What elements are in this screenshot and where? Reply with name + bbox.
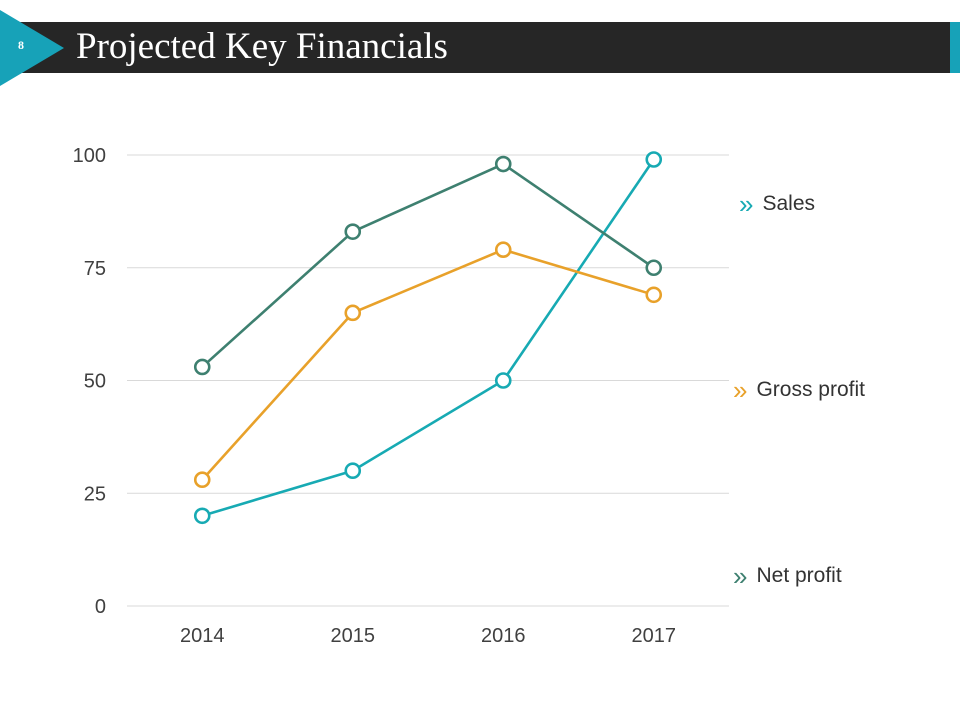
data-point-gross-profit — [494, 241, 512, 259]
page-number: 8 — [18, 38, 24, 52]
data-point-sales — [344, 462, 362, 480]
series-net-profit — [193, 155, 663, 376]
data-point-gross-profit — [645, 286, 663, 304]
x-tick-label: 2015 — [331, 625, 376, 647]
x-tick-label: 2014 — [180, 625, 225, 647]
data-point-net-profit — [193, 358, 211, 376]
legend-item-gross-profit: » Gross profit — [733, 375, 865, 405]
chevron-icon: » — [733, 375, 748, 405]
series-gross-profit — [193, 241, 663, 489]
data-point-sales — [193, 507, 211, 525]
series-sales — [193, 151, 663, 525]
series-line-net-profit — [201, 162, 655, 368]
data-point-sales — [645, 151, 663, 168]
y-axis-ticks: 0 25 50 75 100 — [73, 145, 106, 618]
legend-label-sales: Sales — [762, 192, 815, 215]
legend-item-net-profit: » Net profit — [733, 561, 842, 591]
legend-label-net-profit: Net profit — [756, 564, 842, 587]
legend-label-gross-profit: Gross profit — [756, 378, 865, 401]
series-line-sales — [201, 158, 655, 518]
data-point-gross-profit — [344, 304, 362, 322]
legend-item-sales: » Sales — [739, 189, 815, 219]
chevron-icon: » — [739, 189, 754, 219]
data-point-net-profit — [494, 155, 512, 173]
x-axis-ticks: 2014 2015 2016 2017 — [180, 625, 676, 647]
series-line-gross-profit — [201, 248, 655, 481]
grid-layer — [127, 154, 729, 607]
y-tick-label: 25 — [84, 483, 106, 505]
title-bar — [0, 22, 960, 73]
y-tick-label: 75 — [84, 258, 106, 280]
x-tick-label: 2017 — [632, 625, 677, 647]
x-tick-label: 2016 — [481, 625, 526, 647]
page-number-badge — [0, 10, 64, 86]
series-layer — [193, 151, 663, 525]
data-point-gross-profit — [193, 471, 211, 489]
y-tick-label: 100 — [73, 145, 106, 167]
slide-title: Projected Key Financials — [76, 26, 448, 67]
y-tick-label: 0 — [95, 596, 106, 618]
data-point-sales — [494, 372, 512, 389]
data-point-net-profit — [645, 259, 663, 277]
title-accent-strip — [950, 22, 960, 73]
chevron-icon: » — [733, 561, 748, 591]
y-tick-label: 50 — [84, 371, 106, 393]
data-point-net-profit — [344, 223, 362, 240]
